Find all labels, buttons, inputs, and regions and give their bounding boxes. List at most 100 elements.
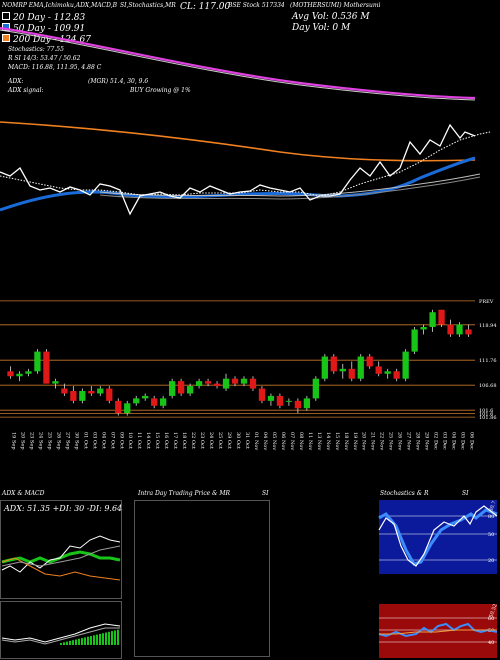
adx-macd-panel: ADX: 51.35 +DI: 30 -DI: 9.64	[0, 500, 122, 659]
price-level-label: 106.68	[479, 383, 497, 389]
ema-20-legend: 20 Day - 112.83	[2, 12, 85, 23]
date-tick-label: 29 Oct	[226, 432, 232, 449]
date-tick-label: 19 Sep	[10, 432, 16, 450]
stoch-panel-title: Stochastics & R	[380, 490, 429, 497]
ema-chart	[0, 26, 491, 216]
candle-body	[204, 381, 212, 384]
adx-signal-label: ADX signal:	[8, 87, 44, 94]
date-tick-label: 10 Oct	[127, 432, 133, 449]
rsi-readout: R SI 14/3: 53.47 / 50.62	[8, 55, 81, 62]
candle-body	[438, 309, 445, 325]
price-level-label: 101.6	[479, 408, 493, 414]
date-tick-label: 21 Nov	[370, 432, 376, 450]
date-tick-label: 17 Oct	[172, 432, 178, 449]
candle-body	[133, 398, 140, 404]
date-tick-label: 11 Nov	[307, 432, 313, 450]
date-tick-label: 03 Oct	[91, 432, 97, 449]
date-tick-label: 23 Sep	[28, 432, 34, 450]
stoch-value-label: 80.77	[488, 500, 499, 513]
candle-body	[142, 395, 149, 399]
macd-bar	[84, 637, 86, 645]
date-tick-label: 23 Oct	[199, 432, 205, 449]
macd-bar	[81, 638, 83, 645]
date-tick-label: 09 Oct	[118, 432, 124, 449]
date-tick-label: 24 Oct	[208, 432, 214, 449]
macd-bar	[102, 633, 104, 645]
stoch-rsi-panel: 80 50 20 80.77 60 50 40 50.52	[378, 500, 499, 658]
stock-name: (MOTHERSUMI) Mothersumi	[290, 2, 381, 9]
stoch-tick-80: 80	[488, 514, 494, 520]
candle-body	[339, 368, 346, 372]
candle-body	[375, 366, 382, 374]
candle-body	[61, 388, 68, 394]
date-tick-label: 06 Nov	[280, 432, 286, 450]
buy-signal: BUY Growing @ 1%	[130, 87, 191, 94]
macd-bar	[75, 639, 77, 645]
date-tick-label: 11 Oct	[136, 432, 142, 449]
candle-body	[231, 378, 239, 384]
adx-value-text: ADX: 51.35 +DI: 30 -DI: 9.64	[3, 504, 122, 513]
adx-panel-title: ADX & MACD	[2, 490, 45, 497]
date-tick-label: 24 Sep	[37, 432, 43, 450]
date-tick-label: 22 Oct	[190, 432, 196, 449]
macd-bar	[99, 633, 101, 645]
candle-body	[97, 388, 104, 394]
adx-orange-line	[1, 557, 121, 581]
date-tick-label: 05 Dec	[460, 432, 466, 450]
candle-body	[429, 312, 436, 327]
date-tick-label: 14 Oct	[145, 432, 151, 449]
macd-bar	[72, 640, 74, 645]
candle-body	[79, 391, 86, 401]
ema-grey-line-2	[99, 176, 481, 200]
candle-body	[177, 381, 185, 394]
macd-bar	[117, 629, 119, 645]
ema-orange-line	[0, 121, 476, 162]
macd-bar	[63, 642, 65, 645]
candle-body	[330, 356, 337, 372]
date-tick-label: 20 Nov	[361, 432, 367, 450]
macd-readout: MACD: 116.88, 111.95, 4.88 C	[8, 64, 102, 71]
macd-bar	[78, 638, 80, 645]
candle-body	[52, 381, 59, 384]
candle-body	[7, 371, 14, 377]
intraday-panel-title: Intra Day Trading Price & MR	[138, 490, 231, 497]
price-white-line	[0, 123, 476, 216]
candle-body	[186, 386, 194, 394]
date-tick-label: 16 Oct	[163, 432, 169, 449]
ema-200-legend: 200 Day - 124.67	[2, 34, 91, 45]
date-tick-label: 28 Nov	[415, 432, 421, 450]
candle-body	[25, 371, 32, 374]
stoch-white-line	[378, 505, 498, 567]
macd-bar	[96, 634, 98, 645]
candle-body	[124, 403, 131, 414]
adx-values: (MGR) 51.4, 30, 9.6	[88, 78, 149, 85]
date-tick-label: 04 Nov	[262, 432, 268, 450]
date-tick-label: 07 Oct	[109, 432, 115, 449]
ema-200-shadow-line	[0, 29, 476, 101]
macd-bar	[90, 636, 92, 645]
adx-grey-line	[1, 545, 121, 567]
date-tick-label: 18 Oct	[181, 432, 187, 449]
candle-body	[456, 324, 463, 335]
adx-label: ADX:	[8, 78, 24, 85]
date-tick-label: 29 Nov	[424, 432, 430, 450]
date-tick-label: 14 Nov	[325, 432, 331, 450]
price-level-label: 111.76	[479, 358, 497, 364]
stochastics-readout: Stochastics: 77.55	[8, 46, 64, 53]
price-level-label: 118.94	[479, 323, 497, 329]
candle-body	[357, 356, 364, 379]
stoch-tick-50: 50	[488, 532, 494, 538]
date-tick-label: 05 Nov	[271, 432, 277, 450]
candle-body	[151, 398, 158, 406]
date-tick-label: 22 Nov	[379, 432, 385, 450]
macd-bar	[69, 640, 71, 645]
candle-body	[285, 400, 293, 402]
date-tick-label: 30 Oct	[235, 432, 241, 449]
macd-bar	[60, 643, 62, 645]
candle-body	[348, 368, 355, 379]
candle-body	[420, 327, 427, 330]
candle-body	[169, 381, 176, 396]
ema-blue-line	[0, 156, 476, 212]
candle-body	[43, 351, 50, 384]
